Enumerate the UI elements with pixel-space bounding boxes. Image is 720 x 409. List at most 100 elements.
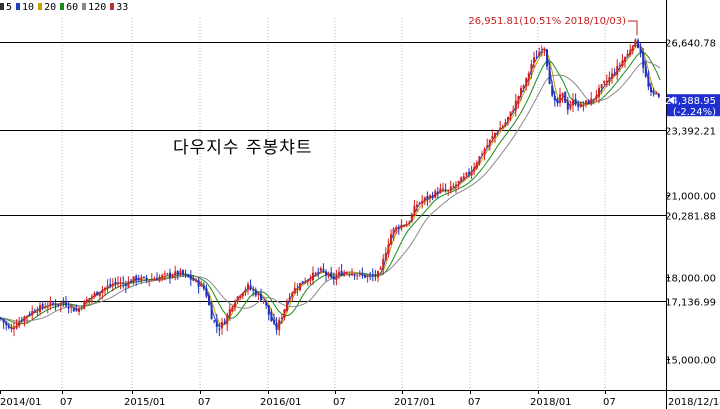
candle-body xyxy=(270,314,273,322)
candle-body xyxy=(626,53,629,57)
candle-body xyxy=(449,186,452,191)
candle-body xyxy=(174,271,177,276)
candle-body xyxy=(169,272,171,277)
legend-swatch xyxy=(16,3,21,10)
candle-body xyxy=(319,268,322,272)
candle-body xyxy=(618,64,621,66)
candle-body xyxy=(382,258,385,269)
candle-body xyxy=(624,57,626,62)
candle-body xyxy=(119,282,122,284)
candle-body xyxy=(457,180,460,184)
x-tick-label: 07 xyxy=(603,397,616,408)
legend-swatch xyxy=(110,3,115,10)
candle-body xyxy=(465,172,468,176)
x-tick-label: 2017/01 xyxy=(394,397,436,408)
candle-body xyxy=(525,78,528,86)
candle-body xyxy=(540,50,543,53)
candle-body xyxy=(374,275,377,276)
candle-body xyxy=(384,253,387,260)
candle-body xyxy=(299,282,301,291)
candle-body xyxy=(122,282,125,284)
candle-body xyxy=(163,273,166,275)
candle-body xyxy=(0,317,2,320)
candle-body xyxy=(351,273,353,276)
x-tick-label: 2015/01 xyxy=(124,397,166,408)
candle-body xyxy=(408,222,411,224)
candle-body xyxy=(356,275,359,277)
candle-body xyxy=(436,191,439,194)
candle-body xyxy=(564,92,567,103)
candle-body xyxy=(642,52,645,68)
candle-body xyxy=(244,289,247,293)
candle-body xyxy=(377,271,379,278)
candle-body xyxy=(582,105,585,107)
ref-label: 17,136.99 xyxy=(665,298,716,309)
candle-body xyxy=(332,276,335,280)
candle-body xyxy=(314,272,317,275)
candle-body xyxy=(59,302,62,306)
ref-label-bg xyxy=(667,209,720,222)
candle-body xyxy=(418,202,421,204)
candle-body xyxy=(15,326,18,329)
candle-body xyxy=(475,163,478,169)
candle-body xyxy=(520,88,522,96)
candle-body xyxy=(291,292,294,296)
legend-label: 60 xyxy=(66,2,79,13)
candle-body xyxy=(231,306,234,310)
candle-body xyxy=(364,275,366,278)
candle-body xyxy=(135,275,138,281)
candle-body xyxy=(257,293,260,295)
candle-body xyxy=(41,304,44,308)
candle-body xyxy=(327,273,330,277)
candle-body xyxy=(512,110,515,113)
candle-body xyxy=(603,81,606,84)
candle-body xyxy=(150,279,153,281)
candle-body xyxy=(421,200,424,204)
candle-body xyxy=(101,289,104,294)
candle-body xyxy=(31,311,34,316)
peak-leader-line xyxy=(628,20,638,36)
candle-body xyxy=(439,188,442,193)
candle-body xyxy=(145,277,148,280)
candle-body xyxy=(187,274,190,277)
candle-body xyxy=(361,274,364,276)
candle-body xyxy=(171,275,174,278)
candle-body xyxy=(488,139,491,145)
candle-body xyxy=(143,276,145,278)
candle-body xyxy=(353,274,356,276)
candle-body xyxy=(501,126,504,128)
candle-body xyxy=(98,292,101,296)
candle-body xyxy=(18,321,21,326)
candle-body xyxy=(226,314,229,325)
legend-item: 33 xyxy=(110,2,128,13)
candle-body xyxy=(634,39,637,47)
candle-body xyxy=(348,273,351,275)
candle-body xyxy=(293,288,296,294)
candle-body xyxy=(210,305,213,320)
candle-body xyxy=(161,275,164,277)
candle-body xyxy=(325,271,327,275)
candle-body xyxy=(460,177,463,182)
legend-label: 33 xyxy=(116,2,129,13)
candle-body xyxy=(340,270,343,276)
candle-body xyxy=(70,306,73,308)
candle-body xyxy=(338,271,340,275)
candle-body xyxy=(39,305,41,313)
candle-body xyxy=(574,98,577,105)
candle-body xyxy=(496,131,499,134)
candle-body xyxy=(369,274,372,276)
candle-body xyxy=(533,57,535,63)
candle-body xyxy=(111,283,114,285)
axis-labels: 15,000.00 18,000.00 21,000.00 26,640.78 23,3… xyxy=(0,16,720,408)
candle-body xyxy=(265,301,268,306)
candle-body xyxy=(592,99,595,100)
candle-body xyxy=(306,280,309,282)
candle-body xyxy=(88,298,91,300)
candle-body xyxy=(429,195,431,198)
candle-body xyxy=(57,304,60,305)
candle-body xyxy=(197,280,200,287)
candle-body xyxy=(543,48,546,50)
candle-body xyxy=(473,167,476,172)
ref-label: 26,640.78 xyxy=(665,39,716,50)
